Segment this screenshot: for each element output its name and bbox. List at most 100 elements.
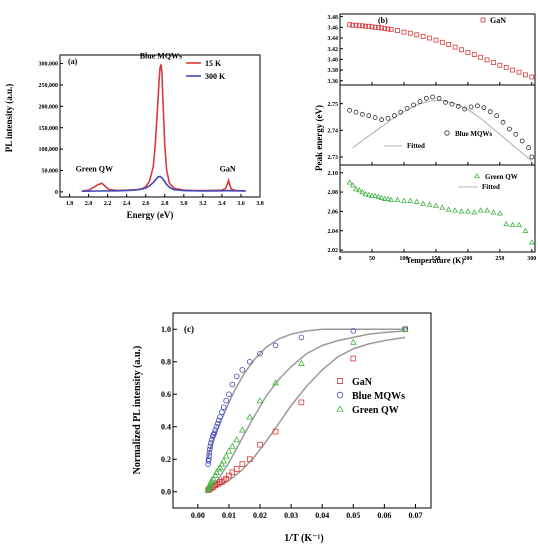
- data-point: [478, 54, 484, 60]
- panel-c: (c) 1/T (K⁻¹) Normalized PL intensity (a…: [132, 312, 432, 544]
- panel-c-xtick-label: 0.06: [377, 511, 391, 520]
- fit-curve: [206, 330, 406, 491]
- data-point: [529, 74, 535, 80]
- data-point: [519, 138, 525, 144]
- data-point: [226, 391, 232, 398]
- data-point: [205, 456, 212, 463]
- data-point: [347, 22, 352, 28]
- data-point: [417, 99, 423, 104]
- data-point: [427, 35, 432, 41]
- data-point: [459, 47, 464, 53]
- panel-a-ytick-label: 200,000: [39, 104, 59, 110]
- data-point: [400, 197, 407, 203]
- data-point: [401, 29, 407, 35]
- data-point: [500, 119, 506, 125]
- panel-a-xtick-label: 2.6: [142, 201, 150, 207]
- data-point: [509, 221, 516, 228]
- data-point: [239, 461, 246, 467]
- data-point: [423, 95, 429, 101]
- data-point: [475, 103, 480, 109]
- panel-b-2-ytick-label: 2.04: [328, 229, 339, 235]
- data-point: [368, 192, 375, 199]
- data-point: [228, 442, 236, 449]
- data-point: [471, 209, 478, 215]
- data-point: [490, 209, 497, 215]
- data-point: [209, 436, 215, 443]
- panel-b-xlabel: Temperature (K): [406, 256, 464, 265]
- legend-c-blue-marker: [336, 391, 344, 399]
- data-point: [452, 207, 459, 213]
- data-point: [526, 145, 532, 151]
- panel-c-ytick-label: 0.8: [161, 358, 171, 367]
- panel-b-0-ytick-label: 3.48: [328, 15, 339, 21]
- data-point: [256, 397, 264, 404]
- data-point: [491, 60, 496, 65]
- data-point: [388, 196, 395, 202]
- data-point: [218, 460, 226, 467]
- panel-b-0-ytick-label: 3.46: [328, 25, 339, 31]
- data-point: [394, 196, 401, 202]
- panel-b-2-xtick-label: 200: [463, 256, 472, 262]
- panel-b-frame-2: [339, 164, 536, 253]
- data-point: [353, 22, 359, 28]
- data-point: [407, 30, 413, 36]
- data-point: [411, 102, 416, 108]
- legend-c-gan-marker: [336, 377, 343, 384]
- data-point: [432, 202, 439, 208]
- panel-a-ylabel: PL intensity (a.u.): [4, 84, 14, 153]
- data-point: [385, 26, 391, 32]
- data-point: [516, 221, 523, 228]
- legend-gan-label: GaN: [490, 16, 506, 25]
- fit-curve: [206, 336, 406, 491]
- data-point: [206, 446, 213, 453]
- data-point: [213, 468, 220, 475]
- panel-b-ylabel: Peak energy (eV): [314, 105, 324, 171]
- data-point: [211, 430, 218, 437]
- spectrum-line-15k: [81, 64, 246, 192]
- data-point: [206, 453, 212, 459]
- data-point: [215, 417, 222, 424]
- data-point: [443, 99, 448, 105]
- data-point: [382, 26, 388, 31]
- legend-green-qw-label: Green QW: [485, 173, 518, 181]
- panel-a-ytick-label: 0: [55, 190, 58, 196]
- legend-blue-fitted-label: Fitted: [407, 142, 425, 150]
- panel-b-1-ytick-label: 2.73: [328, 155, 339, 161]
- data-point: [484, 207, 491, 213]
- panel-c-xtick-label: 0.07: [408, 511, 422, 520]
- panel-a-xlabel: Energy (eV): [127, 210, 174, 220]
- panel-b-1-ytick-label: 2.75: [328, 102, 339, 108]
- data-point: [426, 201, 433, 207]
- panel-a-xtick-label: 1.8: [66, 201, 74, 207]
- data-point: [239, 367, 246, 373]
- panel-a-label: (a): [68, 57, 78, 66]
- legend-c-gan-label: GaN: [352, 377, 373, 388]
- data-point: [233, 373, 240, 380]
- panel-c-ytick-label: 0.0: [161, 488, 171, 497]
- data-point: [384, 195, 391, 201]
- data-point: [356, 187, 363, 193]
- data-point: [375, 193, 382, 200]
- panel-a-ytick-label: 250,000: [39, 83, 59, 89]
- panel-b: (b) Temperature (K) Peak energy (eV) GaN…: [314, 13, 536, 265]
- data-point: [365, 191, 372, 198]
- panel-b-0-ytick-label: 3.38: [328, 68, 339, 74]
- panel-c-frame: [172, 312, 432, 509]
- data-point: [379, 25, 384, 31]
- data-point: [211, 471, 219, 478]
- panel-c-xtick-label: 0.05: [346, 511, 360, 520]
- panel-a-xtick-label: 2.8: [161, 201, 169, 207]
- panel-a-xtick-label: 2.0: [85, 201, 93, 207]
- data-point: [484, 57, 490, 63]
- data-point: [246, 413, 254, 420]
- panel-a-ytick-label: 150,000: [39, 126, 59, 132]
- data-point: [445, 206, 452, 212]
- data-point: [496, 210, 503, 216]
- data-point: [216, 463, 224, 470]
- data-point: [219, 479, 225, 485]
- panel-a-xtick-label: 3.0: [180, 201, 188, 207]
- data-point: [503, 220, 510, 227]
- data-point: [436, 95, 442, 101]
- data-point: [507, 126, 512, 132]
